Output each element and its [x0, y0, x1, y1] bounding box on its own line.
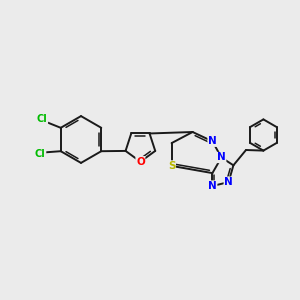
- Text: S: S: [168, 161, 175, 171]
- Text: O: O: [136, 157, 145, 167]
- Text: N: N: [217, 152, 226, 163]
- Text: N: N: [208, 136, 217, 146]
- Text: N: N: [208, 181, 217, 191]
- Text: N: N: [224, 177, 233, 187]
- Text: Cl: Cl: [35, 148, 46, 159]
- Text: Cl: Cl: [37, 114, 47, 124]
